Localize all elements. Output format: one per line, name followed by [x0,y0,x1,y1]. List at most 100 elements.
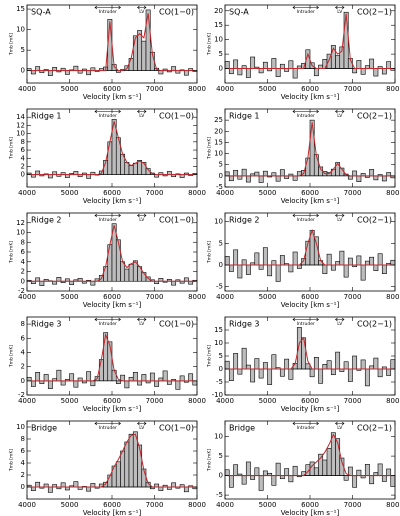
panel-label: Ridge 2 [229,216,260,225]
y-tick-label: -10 [212,391,223,399]
annotation-label: LV [337,217,343,223]
spectrum-bin [35,481,41,488]
panel-label: Ridge 1 [229,112,260,121]
y-tick-label: 2 [21,363,25,371]
spectrum-bin [369,475,375,485]
x-tick-label: 4000 [18,397,36,405]
annotation-arrow [94,5,121,10]
panel-label: Bridge [31,424,57,433]
spectrum-bin [137,380,143,386]
x-tick-label: 5000 [259,501,277,509]
annotation-label: LV [139,217,145,223]
spectrum-bin [245,264,251,275]
x-tick-label: 7000 [344,189,362,197]
spectrum-bin [292,251,298,266]
y-tick-label: 6 [21,447,26,455]
spectrum-bin [373,357,379,370]
spectrum-bin [356,60,362,69]
spectrum-bin [258,68,264,74]
y-tick-label: 6 [21,146,26,154]
y-tick-label: -5 [216,491,223,499]
spectrum-bin [30,380,36,387]
y-tick-label: 5 [219,239,223,247]
spectrum-bin [90,280,96,286]
x-axis-title: Velocity [km s⁻¹] [83,301,142,309]
fit-line [227,336,393,370]
spectrum-bin [386,468,392,476]
annotation-arrow [137,421,147,426]
spectrum-bin [35,66,41,71]
spectrum-bin [381,175,387,182]
annotation-label: Intruder [297,113,315,119]
x-axis-title: Velocity [km s⁻¹] [83,405,142,413]
spectrum-bin [258,175,264,183]
y-tick-label: 25 [214,116,223,124]
spectrum-bin [262,470,268,476]
spectrum-bin [224,171,230,177]
y-tick-label: 10 [16,423,25,431]
spectrum-bin [373,68,379,77]
line-label: CO(1−0) [159,424,194,433]
panel-label: SQ-A [31,8,51,17]
annotation-label: LV [139,113,145,119]
x-tick-label: 5000 [61,293,79,301]
spectrum-bin [47,486,53,493]
spectrum-bin [224,256,230,266]
spectrum-bin [343,11,349,69]
y-tick-label: 0 [21,483,25,491]
y-tick-label: 4 [21,348,26,356]
spectrum-bin [364,260,370,266]
y-tick-label: 15 [214,138,223,146]
x-tick-label: 8000 [188,293,206,301]
y-tick-label: 2 [21,471,25,479]
x-tick-label: 8000 [386,397,400,405]
y-tick-label: -5 [216,283,223,291]
y-axis-title: Tmb [mK] [207,345,213,369]
x-tick-label: 6000 [301,501,319,509]
x-tick-label: 4000 [216,293,234,301]
annotation-label: Intruder [297,9,315,15]
spectrum-bin [86,486,92,492]
y-tick-label: 6 [21,248,26,256]
spectrum-bin [360,264,366,281]
spectrum-bin [228,475,234,488]
y-axis-title: Tmb [mK] [207,241,213,265]
spectrum-bin [237,68,243,76]
y-axis-title: Tmb [mK] [9,449,15,473]
spectrum-bin [318,368,324,384]
spectrum-bin [43,374,49,382]
x-tick-label: 4000 [216,189,234,197]
spectrum-bin [111,369,117,382]
y-axis-title: Tmb [mK] [9,241,15,265]
y-tick-label: 4 [21,459,26,467]
spectrum-bin [381,68,387,75]
spectrum-bin [250,56,256,69]
spectrum-bin [120,450,126,488]
spectrum-bin [258,475,264,491]
spectrum-bin [128,58,134,71]
annotation-label: LV [337,425,343,431]
spectrum-bin [335,261,341,266]
fit-line [29,13,195,72]
annotation-arrow [335,5,345,10]
x-axis-title: Velocity [km s⁻¹] [281,405,340,413]
spectrum-bin [137,444,143,488]
spectrum-bin [179,375,185,382]
spectrum-bin [390,259,396,266]
spectrum-bin [347,257,353,266]
spectrum-bin [183,486,189,493]
panel-label: Bridge [229,424,255,433]
spectrum-bin [35,277,41,282]
spectrum-bin [69,373,75,382]
spectrum-bin [224,61,230,69]
spectrum-bin [115,380,121,384]
x-tick-label: 5000 [61,397,79,405]
spectrum-bin [335,351,341,370]
y-tick-label: 12 [16,121,25,129]
spectrum-bin [356,175,362,182]
spectrum-bin [364,463,370,476]
spectrum-bin [254,358,260,370]
spectrum-bin [279,169,285,177]
spectrum-bin [56,277,62,282]
spectrum-bin [171,66,177,71]
